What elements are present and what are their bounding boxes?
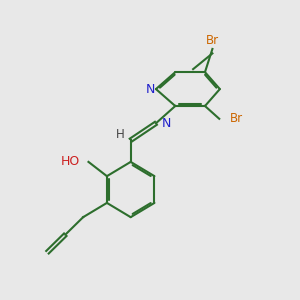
Text: N: N xyxy=(146,82,155,96)
Text: N: N xyxy=(161,117,171,130)
Text: Br: Br xyxy=(230,112,243,125)
Text: HO: HO xyxy=(61,155,80,168)
Text: H: H xyxy=(116,128,125,141)
Text: Br: Br xyxy=(206,34,219,46)
